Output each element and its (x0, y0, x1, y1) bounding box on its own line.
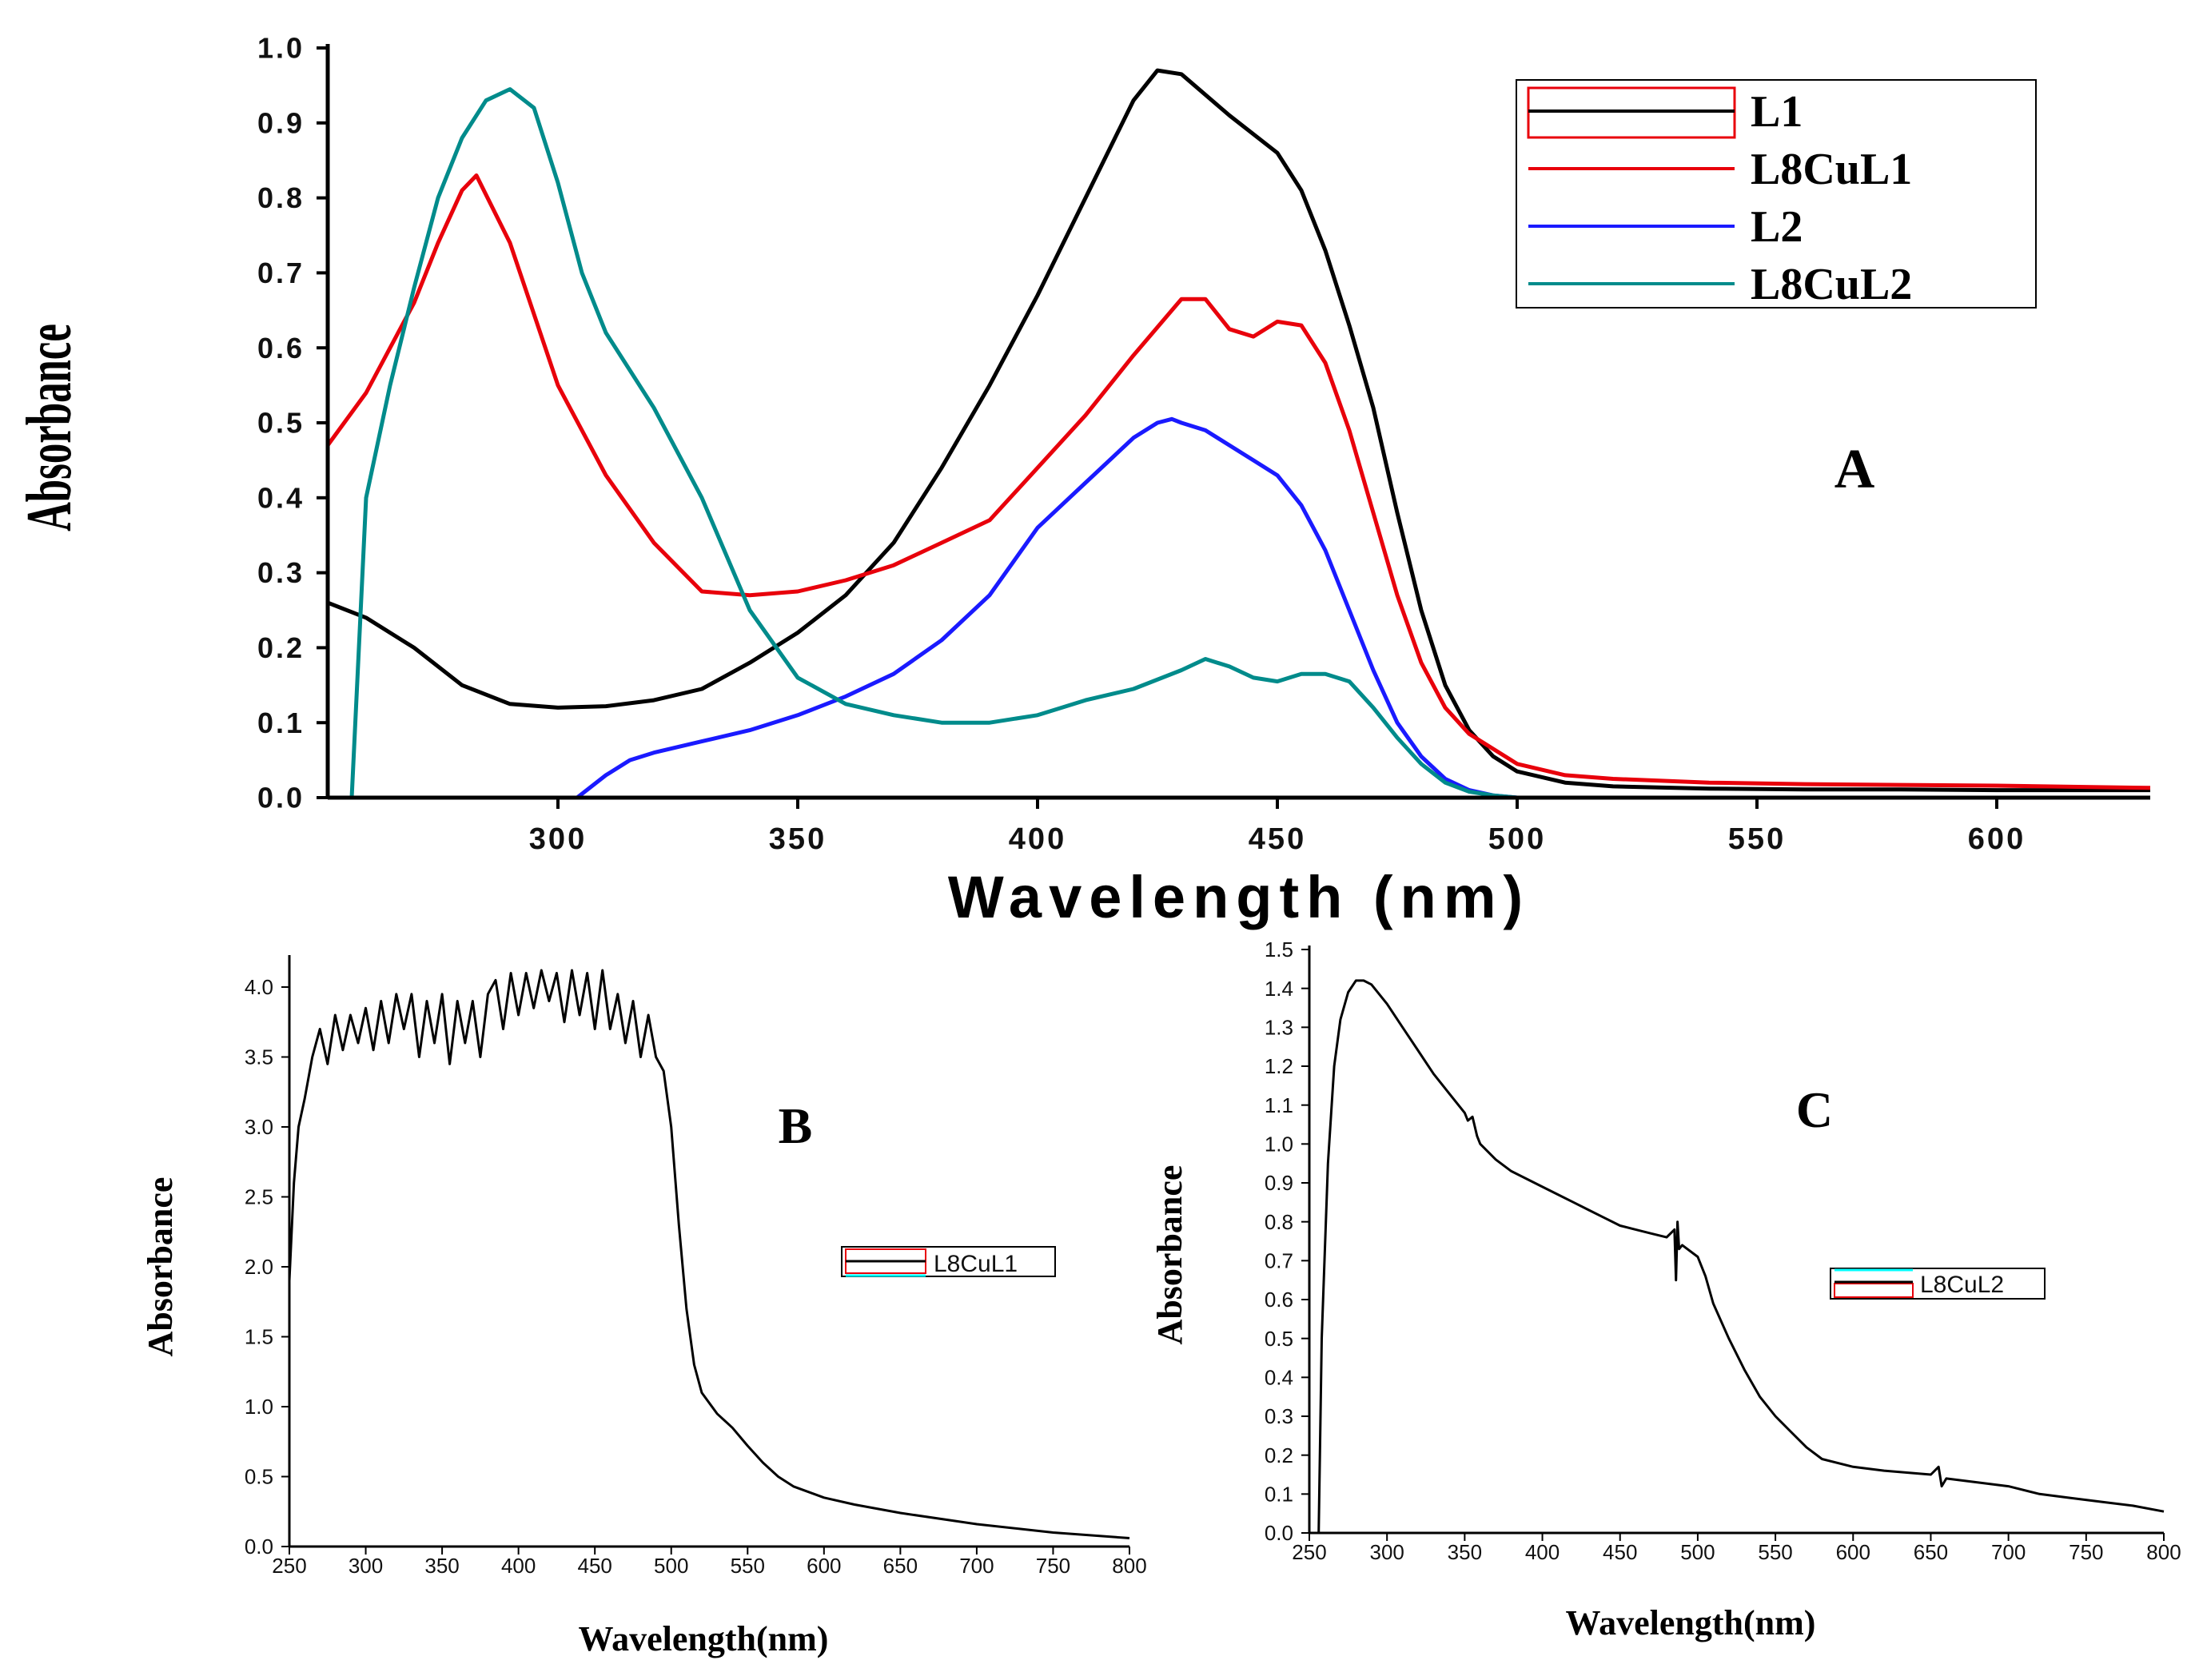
series-line-l8cul2-a (349, 87, 1613, 800)
panel-a-x-axis-label: Wavelength (nm) (948, 864, 1530, 930)
y-tick-label: 0.3 (1265, 1404, 1293, 1428)
x-tick-label: 700 (959, 1554, 994, 1578)
panel-b-legend: L8CuL1 (841, 1246, 1056, 1277)
y-tick-label: 0.4 (257, 481, 305, 514)
y-tick-label: 1.2 (1265, 1054, 1293, 1078)
x-tick-label: 450 (577, 1554, 611, 1578)
legend-label-l8cul2-c: L8CuL2 (1920, 1272, 2004, 1298)
x-tick-label: 500 (1488, 822, 1546, 856)
x-tick-label: 750 (2069, 1540, 2103, 1564)
panel-a-y-axis-label: Absorbance (13, 324, 85, 531)
panel-c-label: C (1796, 1081, 1833, 1138)
y-tick-label: 0.7 (257, 257, 305, 289)
y-tick-label: 0.9 (1265, 1171, 1293, 1195)
y-tick-label: 0.7 (1265, 1248, 1293, 1272)
panel-b-chart: B Absorbance Wavelength(nm) L8CuL1 0.0 0.… (141, 955, 1147, 1658)
y-tick-label: 0.5 (245, 1465, 273, 1489)
y-tick-label: 1.1 (1265, 1093, 1293, 1117)
panel-b-y-axis-label: Absorbance (141, 1177, 180, 1357)
y-tick-label: 1.4 (1265, 977, 1293, 1001)
y-tick-label: 0.8 (1265, 1210, 1293, 1234)
y-tick-label: 1.5 (1265, 938, 1293, 961)
legend-label-l8cul1: L8CuL1 (1751, 145, 1912, 194)
x-tick-label: 250 (1292, 1540, 1326, 1564)
x-tick-label: 700 (1991, 1540, 2026, 1564)
y-tick-label: 0.0 (245, 1535, 273, 1559)
x-tick-label: 650 (1914, 1540, 1948, 1564)
y-tick-label: 2.0 (245, 1255, 273, 1279)
x-tick-label: 450 (1603, 1540, 1637, 1564)
y-tick-label: 0.0 (257, 782, 305, 814)
x-tick-label: 500 (654, 1554, 688, 1578)
x-tick-label: 400 (1009, 822, 1066, 856)
panel-c-chart: C Absorbance Wavelength(nm) L8CuL2 0.0 0.… (1150, 938, 2181, 1642)
y-tick-label: 0.8 (257, 181, 305, 214)
y-tick-label: 4.0 (245, 975, 273, 999)
x-tick-label: 750 (1036, 1554, 1070, 1578)
y-tick-label: 0.3 (257, 556, 305, 589)
y-tick-label: 0.5 (257, 407, 305, 440)
y-tick-label: 2.5 (245, 1185, 273, 1209)
x-tick-label: 300 (349, 1554, 383, 1578)
panel-a-label: A (1834, 439, 1875, 500)
series-line-l8cul2-c (1317, 979, 2165, 1534)
y-tick-label: 0.5 (1265, 1327, 1293, 1351)
x-tick-label: 250 (272, 1554, 306, 1578)
y-tick-label: 1.3 (1265, 1015, 1293, 1039)
series-line-l8cul1-b (288, 969, 1130, 1539)
x-tick-label: 350 (424, 1554, 459, 1578)
y-tick-label: 0.1 (1265, 1482, 1293, 1506)
x-tick-label: 400 (501, 1554, 536, 1578)
y-tick-label: 0.9 (257, 106, 305, 139)
x-tick-label: 550 (731, 1554, 765, 1578)
series-line-l2-a (576, 416, 1518, 800)
x-tick-label: 600 (1968, 822, 2026, 856)
series-line-l8cul1-a (325, 173, 2151, 790)
y-tick-label: 1.0 (245, 1395, 273, 1419)
x-tick-label: 550 (1728, 822, 1786, 856)
legend-label-l8cul2: L8CuL2 (1751, 260, 1912, 309)
x-tick-label: 400 (1525, 1540, 1560, 1564)
x-tick-label: 350 (769, 822, 827, 856)
x-tick-label: 650 (883, 1554, 918, 1578)
x-tick-label: 550 (1758, 1540, 1792, 1564)
panel-c-legend-highlight (1834, 1283, 1914, 1298)
x-tick-label: 300 (1369, 1540, 1404, 1564)
y-tick-label: 0.2 (1265, 1443, 1293, 1467)
panel-c-x-axis-label: Wavelength(nm) (1566, 1603, 1816, 1642)
x-tick-label: 350 (1448, 1540, 1482, 1564)
y-tick-label: 3.5 (245, 1045, 273, 1069)
legend-label-l1: L1 (1751, 87, 1803, 137)
x-tick-label: 800 (1112, 1554, 1146, 1578)
x-tick-label: 600 (1836, 1540, 1870, 1564)
panel-c-y-axis-label: Absorbance (1150, 1165, 1189, 1345)
x-tick-label: 600 (807, 1554, 841, 1578)
series-line-l1-a (327, 68, 2150, 793)
panel-a-chart: A Absorbance Wavelength (nm) L1 L8CuL1 L… (13, 32, 2151, 930)
panel-a-legend-box (1516, 79, 2037, 309)
y-tick-label: 0.6 (1265, 1288, 1293, 1312)
y-tick-label: 1.5 (245, 1325, 273, 1349)
legend-label-l8cul1-b: L8CuL1 (934, 1251, 1018, 1277)
y-tick-label: 3.0 (245, 1115, 273, 1139)
y-tick-label: 0.0 (1265, 1521, 1293, 1545)
legend-label-l2: L2 (1751, 202, 1803, 252)
y-tick-label: 0.1 (257, 707, 305, 739)
panel-b-x-axis-label: Wavelength(nm) (579, 1619, 829, 1658)
y-tick-label: 1.0 (257, 32, 305, 65)
x-tick-label: 500 (1680, 1540, 1715, 1564)
panel-c-legend: L8CuL2 (1830, 1268, 2046, 1300)
y-tick-label: 0.4 (1265, 1365, 1293, 1389)
y-tick-label: 0.6 (257, 332, 305, 364)
panel-b-label: B (779, 1097, 813, 1154)
x-tick-label: 800 (2146, 1540, 2181, 1564)
x-tick-label: 450 (1249, 822, 1306, 856)
y-tick-label: 0.2 (257, 631, 305, 664)
x-tick-label: 300 (529, 822, 587, 856)
y-tick-label: 1.0 (1265, 1132, 1293, 1156)
panel-a-legend: L1 L8CuL1 L2 L8CuL2 (1516, 79, 2037, 309)
